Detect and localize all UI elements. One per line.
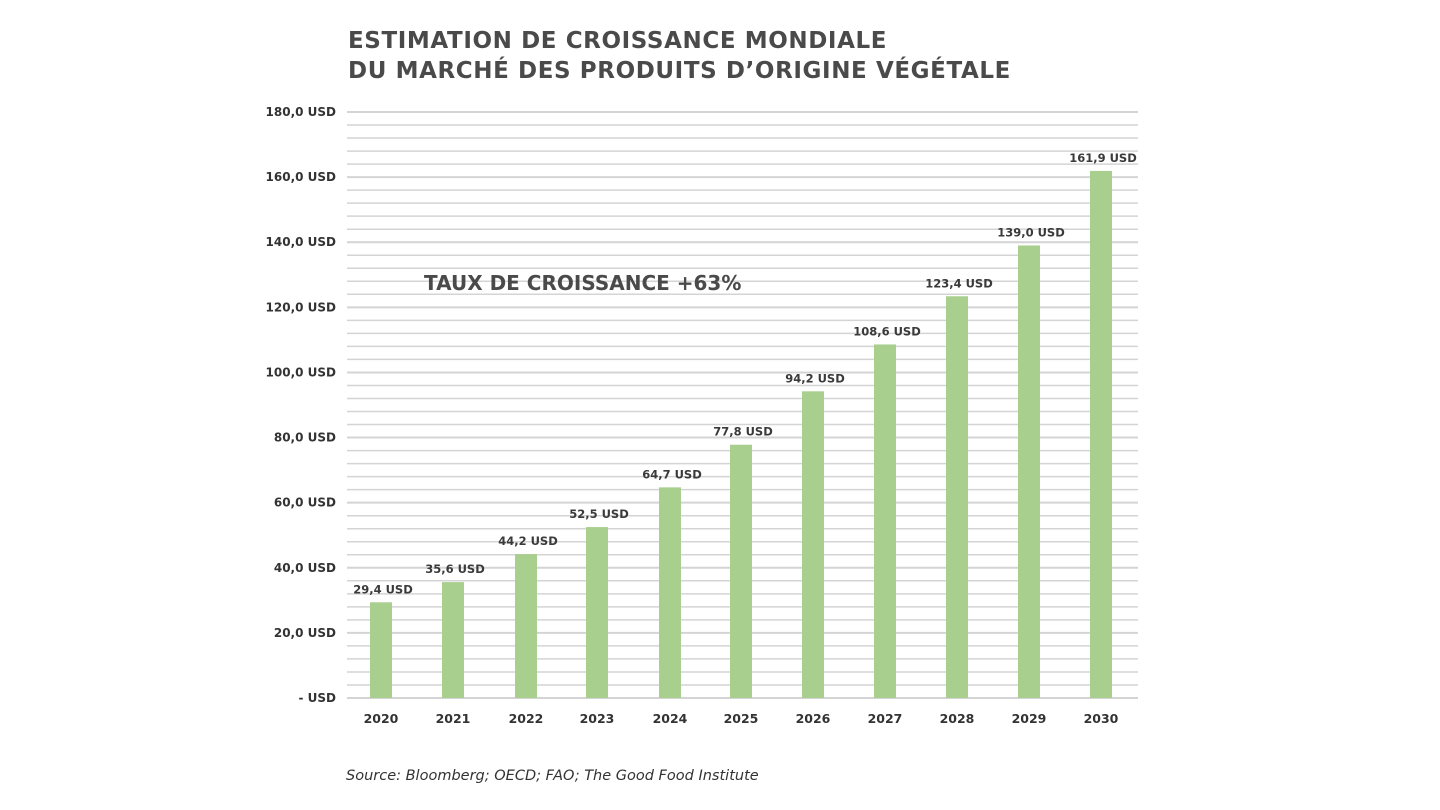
y-tick-label: - USD xyxy=(298,691,336,705)
data-label-2020: 29,4 USD xyxy=(353,582,413,596)
x-tick-label-2024: 2024 xyxy=(653,711,688,726)
y-tick-label: 120,0 USD xyxy=(266,300,337,314)
data-label-2029: 139,0 USD xyxy=(997,225,1065,239)
data-label-2026: 94,2 USD xyxy=(785,371,845,385)
x-tick-label-2022: 2022 xyxy=(509,711,544,726)
bar-2025 xyxy=(730,444,752,698)
chart-title: ESTIMATION DE CROISSANCE MONDIALE DU MAR… xyxy=(348,26,1011,86)
data-label-2023: 52,5 USD xyxy=(569,507,629,521)
y-tick-label: 160,0 USD xyxy=(266,170,337,184)
x-tick-label-2025: 2025 xyxy=(724,711,759,726)
bar-2022 xyxy=(515,554,537,698)
data-label-2021: 35,6 USD xyxy=(425,562,485,576)
bar-2020 xyxy=(370,602,392,698)
y-tick-label: 180,0 USD xyxy=(266,105,337,119)
y-tick-label: 20,0 USD xyxy=(274,626,336,640)
x-tick-label-2020: 2020 xyxy=(364,711,399,726)
source-note: Source: Bloomberg; OECD; FAO; The Good F… xyxy=(346,768,759,784)
bar-2024 xyxy=(659,487,681,698)
growth-rate-annotation: TAUX DE CROISSANCE +63% xyxy=(424,271,741,295)
x-tick-label-2027: 2027 xyxy=(868,711,903,726)
data-label-2022: 44,2 USD xyxy=(498,534,558,548)
chart-title-line-1: ESTIMATION DE CROISSANCE MONDIALE xyxy=(348,28,888,54)
bar-2021 xyxy=(442,582,464,698)
data-label-2027: 108,6 USD xyxy=(853,324,921,338)
y-tick-label: 100,0 USD xyxy=(266,365,337,379)
x-tick-label-2028: 2028 xyxy=(940,711,975,726)
bar-2023 xyxy=(586,527,608,698)
x-tick-label-2026: 2026 xyxy=(796,711,831,726)
x-tick-label-2030: 2030 xyxy=(1084,711,1119,726)
bar-2029 xyxy=(1018,245,1040,698)
y-tick-label: 60,0 USD xyxy=(274,496,336,510)
chart-title-line-2: DU MARCHÉ DES PRODUITS D’ORIGINE VÉGÉTAL… xyxy=(348,58,1011,84)
x-tick-label-2021: 2021 xyxy=(436,711,471,726)
x-tick-label-2029: 2029 xyxy=(1012,711,1047,726)
y-tick-label: 40,0 USD xyxy=(274,561,336,575)
bar-2028 xyxy=(946,296,968,698)
x-tick-label-2023: 2023 xyxy=(580,711,615,726)
bar-2027 xyxy=(874,344,896,698)
data-label-2024: 64,7 USD xyxy=(642,467,702,481)
x-axis-tick-labels: 2020 2021 2022 2023 2024 2025 2026 2027 2028 2029… xyxy=(364,711,1119,726)
bars xyxy=(370,170,1112,699)
data-label-2030: 161,9 USD xyxy=(1069,151,1137,165)
data-label-2025: 77,8 USD xyxy=(713,425,773,439)
y-tick-label: 80,0 USD xyxy=(274,431,336,445)
data-labels: 29,4 USD 35,6 USD 44,2 USD 52,5 USD 64,7 USD… xyxy=(353,151,1137,596)
bar-2030 xyxy=(1090,170,1112,699)
data-label-2028: 123,4 USD xyxy=(925,276,993,290)
y-tick-label: 140,0 USD xyxy=(266,235,337,249)
bar-2026 xyxy=(802,391,824,698)
y-axis-tick-labels: - USD 20,0 USD 40,0 USD 60,0 USD 80,0 USD 100… xyxy=(266,105,337,705)
